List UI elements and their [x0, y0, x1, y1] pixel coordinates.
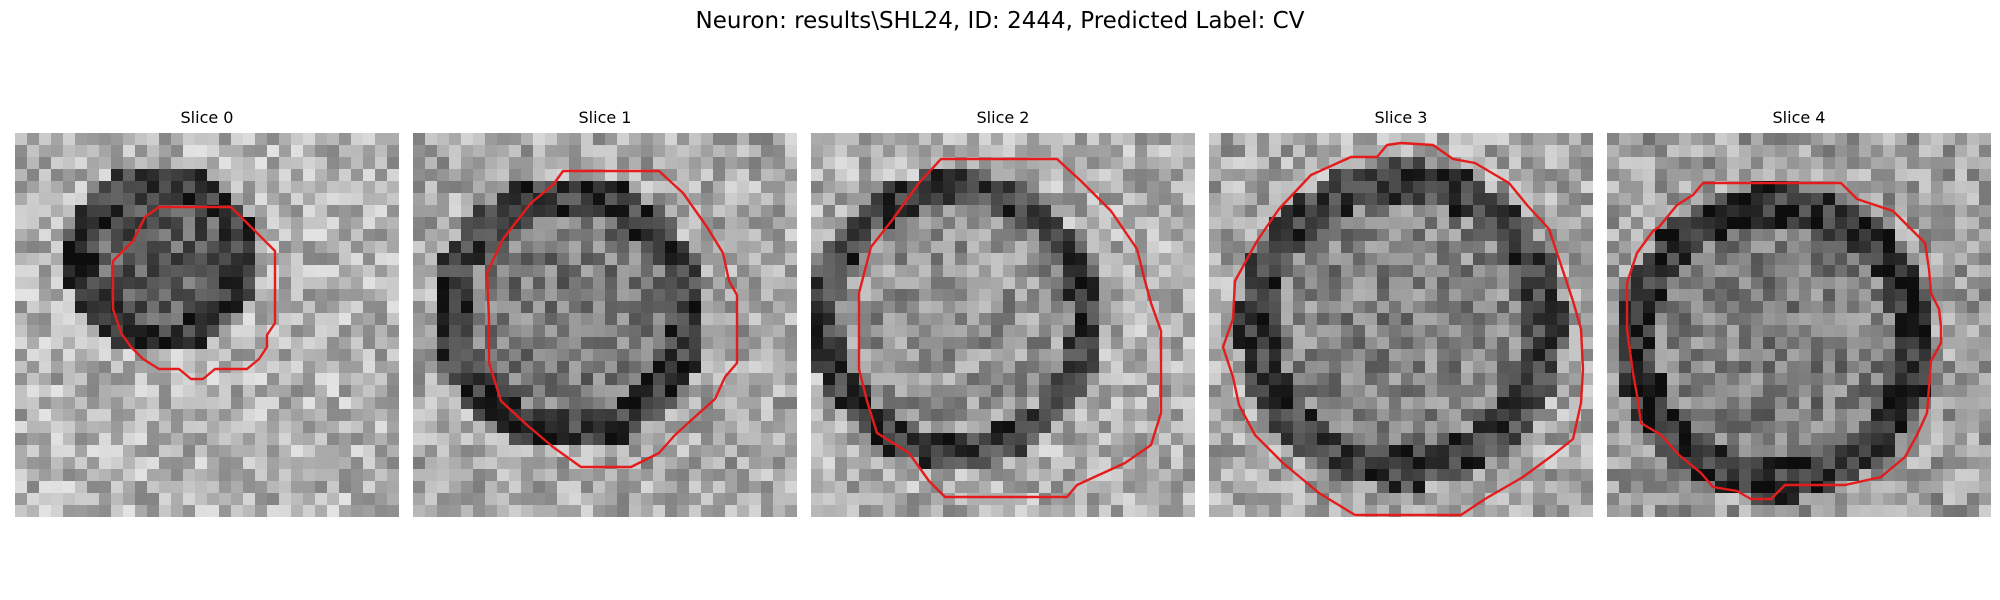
- slice-image: [15, 133, 399, 517]
- slice-image: [811, 133, 1195, 517]
- slice-title: Slice 1: [578, 108, 632, 127]
- slice-image: [1209, 133, 1593, 517]
- slice-title: Slice 0: [180, 108, 234, 127]
- roi-contour-overlay: [1625, 181, 1943, 501]
- slice-image: [1607, 133, 1991, 517]
- roi-contour: [1221, 141, 1585, 517]
- roi-contour: [111, 205, 277, 381]
- roi-contour-overlay: [111, 205, 277, 381]
- figure-title: Neuron: results\SHL24, ID: 2444, Predict…: [695, 8, 1305, 34]
- roi-contour-overlay: [857, 157, 1163, 499]
- slice-panel-3: Slice 3: [1209, 106, 1593, 517]
- slice-image: [413, 133, 797, 517]
- slice-panel-4: Slice 4: [1607, 106, 1991, 517]
- slice-panel-0: Slice 0: [15, 106, 399, 517]
- slice-panel-1: Slice 1: [413, 106, 797, 517]
- roi-contour: [485, 169, 739, 469]
- slice-title: Slice 3: [1374, 108, 1428, 127]
- roi-contour: [857, 157, 1163, 499]
- roi-contour-overlay: [485, 169, 739, 469]
- grayscale-patch: [811, 133, 1195, 517]
- slice-title: Slice 4: [1772, 108, 1826, 127]
- slice-title: Slice 2: [976, 108, 1030, 127]
- roi-contour: [1625, 181, 1943, 501]
- grayscale-patch: [1607, 133, 1991, 517]
- grayscale-patch: [413, 133, 797, 517]
- slice-panel-2: Slice 2: [811, 106, 1195, 517]
- grayscale-patch: [15, 133, 399, 517]
- roi-contour-overlay: [1221, 141, 1585, 517]
